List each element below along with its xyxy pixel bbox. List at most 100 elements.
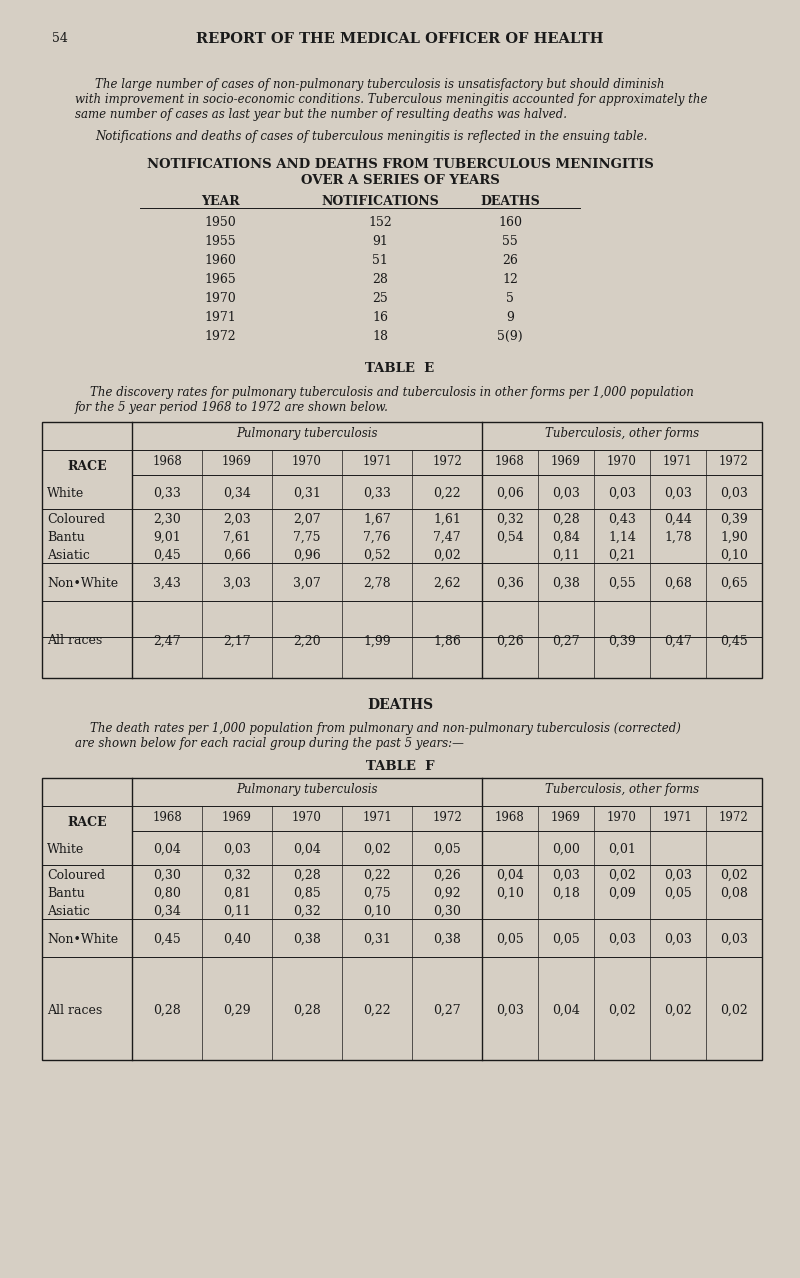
Text: 0,03: 0,03 (552, 869, 580, 882)
Text: 1969: 1969 (222, 812, 252, 824)
Text: 1,86: 1,86 (433, 634, 461, 648)
Text: The large number of cases of non-pulmonary tuberculosis is unsatisfactory but sh: The large number of cases of non-pulmona… (95, 78, 665, 91)
Text: 0,10: 0,10 (720, 548, 748, 561)
Text: 2,62: 2,62 (433, 576, 461, 590)
Text: 2,17: 2,17 (223, 634, 251, 648)
Text: 0,05: 0,05 (433, 843, 461, 856)
Text: 0,31: 0,31 (363, 933, 391, 946)
Text: 0,30: 0,30 (153, 869, 181, 882)
Text: 25: 25 (372, 291, 388, 305)
Text: 0,40: 0,40 (223, 933, 251, 946)
Text: 1,67: 1,67 (363, 512, 391, 525)
Text: 0,38: 0,38 (552, 576, 580, 590)
Text: 0,33: 0,33 (153, 487, 181, 500)
Text: 3,03: 3,03 (223, 576, 251, 590)
Text: 0,02: 0,02 (720, 869, 748, 882)
Text: 1970: 1970 (607, 812, 637, 824)
Text: 0,66: 0,66 (223, 548, 251, 561)
Text: 1972: 1972 (719, 812, 749, 824)
Text: 0,39: 0,39 (608, 634, 636, 648)
Text: 0,02: 0,02 (608, 1003, 636, 1016)
Text: 7,76: 7,76 (363, 530, 391, 543)
Text: Pulmonary tuberculosis: Pulmonary tuberculosis (236, 427, 378, 440)
Text: 0,26: 0,26 (433, 869, 461, 882)
Text: YEAR: YEAR (201, 196, 239, 208)
Text: 1971: 1971 (663, 455, 693, 468)
Text: 0,03: 0,03 (496, 1003, 524, 1016)
Text: 1970: 1970 (292, 812, 322, 824)
Text: 91: 91 (372, 235, 388, 248)
Text: 5: 5 (506, 291, 514, 305)
Text: 0,38: 0,38 (433, 933, 461, 946)
Text: NOTIFICATIONS: NOTIFICATIONS (321, 196, 439, 208)
Text: 0,11: 0,11 (223, 905, 251, 918)
Text: 0,32: 0,32 (293, 905, 321, 918)
Text: 0,26: 0,26 (496, 634, 524, 648)
Text: 1971: 1971 (362, 455, 392, 468)
Text: 0,02: 0,02 (608, 869, 636, 882)
Text: 55: 55 (502, 235, 518, 248)
Text: with improvement in socio-economic conditions. Tuberculous meningitis accounted : with improvement in socio-economic condi… (75, 93, 707, 106)
Text: are shown below for each racial group during the past 5 years:—: are shown below for each racial group du… (75, 737, 464, 750)
Text: 0,03: 0,03 (720, 933, 748, 946)
Text: 0,03: 0,03 (608, 487, 636, 500)
Text: 0,22: 0,22 (433, 487, 461, 500)
Text: 18: 18 (372, 330, 388, 343)
Text: same number of cases as last year but the number of resulting deaths was halved.: same number of cases as last year but th… (75, 109, 567, 121)
Text: 1950: 1950 (204, 216, 236, 229)
Text: Asiatic: Asiatic (47, 905, 90, 918)
Text: TABLE  E: TABLE E (366, 362, 434, 374)
Text: 0,09: 0,09 (608, 887, 636, 900)
Text: 0,10: 0,10 (496, 887, 524, 900)
Text: 26: 26 (502, 254, 518, 267)
Text: 0,68: 0,68 (664, 576, 692, 590)
Text: Bantu: Bantu (47, 530, 85, 543)
Text: 2,20: 2,20 (293, 634, 321, 648)
Text: 1970: 1970 (607, 455, 637, 468)
Text: 1972: 1972 (719, 455, 749, 468)
Text: 0,39: 0,39 (720, 512, 748, 525)
Text: 28: 28 (372, 273, 388, 286)
Text: Asiatic: Asiatic (47, 548, 90, 561)
Text: 0,52: 0,52 (363, 548, 391, 561)
Text: 3,07: 3,07 (293, 576, 321, 590)
Text: 0,38: 0,38 (293, 933, 321, 946)
Text: 0,27: 0,27 (552, 634, 580, 648)
Text: 0,45: 0,45 (153, 548, 181, 561)
Text: Tuberculosis, other forms: Tuberculosis, other forms (545, 427, 699, 440)
Text: 9,01: 9,01 (153, 530, 181, 543)
Text: 7,75: 7,75 (294, 530, 321, 543)
Text: Coloured: Coloured (47, 869, 105, 882)
Text: 1972: 1972 (204, 330, 236, 343)
Text: Bantu: Bantu (47, 887, 85, 900)
Text: 0,11: 0,11 (552, 548, 580, 561)
Text: 0,03: 0,03 (664, 869, 692, 882)
Text: 0,03: 0,03 (608, 933, 636, 946)
Text: 0,30: 0,30 (433, 905, 461, 918)
Text: 2,47: 2,47 (153, 634, 181, 648)
Text: Coloured: Coloured (47, 512, 105, 525)
Text: 0,96: 0,96 (293, 548, 321, 561)
Text: 0,45: 0,45 (153, 933, 181, 946)
Text: 160: 160 (498, 216, 522, 229)
Text: 0,31: 0,31 (293, 487, 321, 500)
Text: 1972: 1972 (432, 812, 462, 824)
Text: 2,30: 2,30 (153, 512, 181, 525)
Text: 2,78: 2,78 (363, 576, 391, 590)
Text: 0,04: 0,04 (496, 869, 524, 882)
Text: 0,47: 0,47 (664, 634, 692, 648)
Text: 1955: 1955 (204, 235, 236, 248)
Text: 16: 16 (372, 311, 388, 325)
Text: 0,06: 0,06 (496, 487, 524, 500)
Text: 0,22: 0,22 (363, 869, 391, 882)
Text: 1,14: 1,14 (608, 530, 636, 543)
Text: 0,32: 0,32 (223, 869, 251, 882)
Text: TABLE  F: TABLE F (366, 760, 434, 773)
Text: 0,04: 0,04 (552, 1003, 580, 1016)
Text: 2,07: 2,07 (293, 512, 321, 525)
Text: REPORT OF THE MEDICAL OFFICER OF HEALTH: REPORT OF THE MEDICAL OFFICER OF HEALTH (196, 32, 604, 46)
Text: All races: All races (47, 1003, 102, 1016)
Text: 1970: 1970 (204, 291, 236, 305)
Text: 1960: 1960 (204, 254, 236, 267)
Text: 2,03: 2,03 (223, 512, 251, 525)
